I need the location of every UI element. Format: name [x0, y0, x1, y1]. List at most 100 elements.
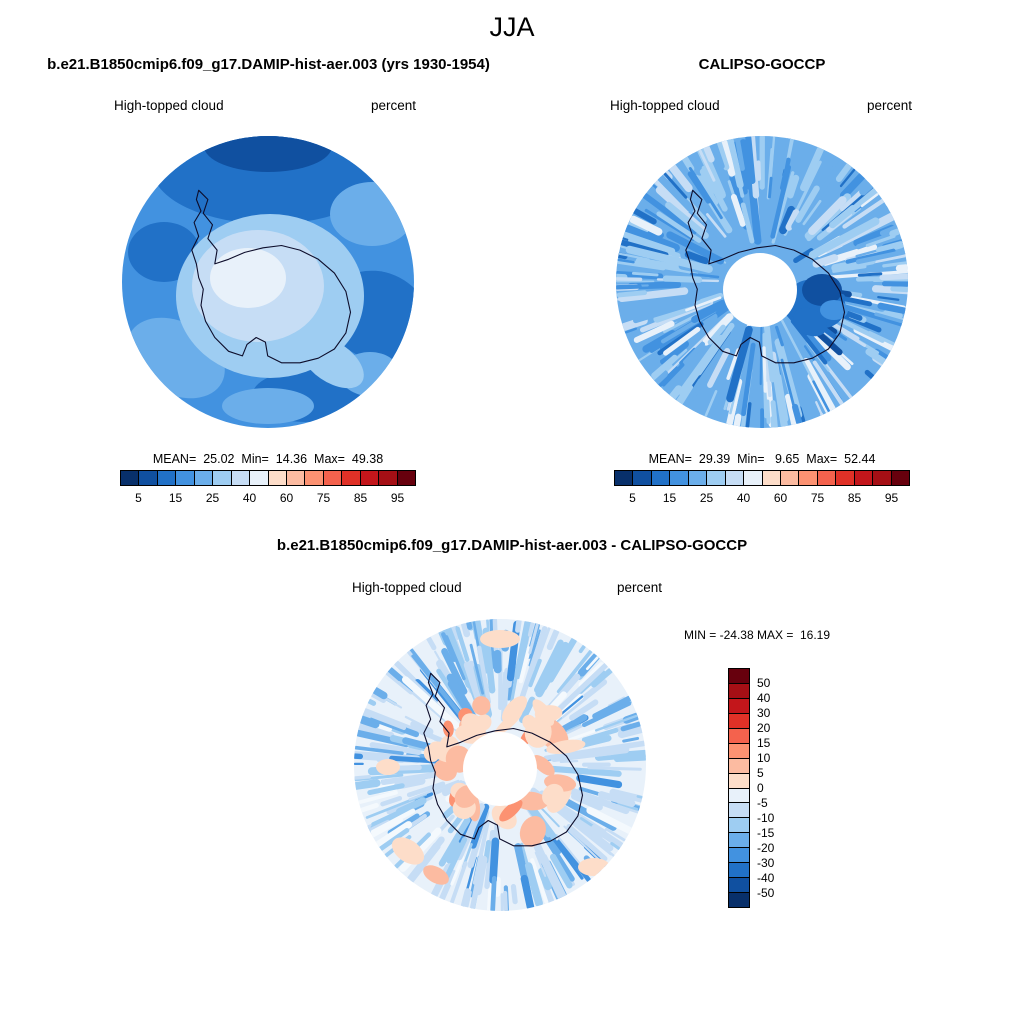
- colorbar-segment: [891, 471, 909, 485]
- model-units-label: percent: [370, 98, 416, 113]
- colorbar-segment: [268, 471, 287, 485]
- colorbar-segment: [139, 471, 158, 485]
- colorbar-tick-label: 75: [316, 491, 331, 505]
- colorbar-segment: [286, 471, 306, 485]
- colorbar-segment: [729, 788, 749, 804]
- colorbar-segment: [342, 471, 361, 485]
- diff-panel-header: b.e21.B1850cmip6.f09_g17.DAMIP-hist-aer.…: [276, 537, 748, 554]
- diff-field-row: High-topped cloud percent: [352, 580, 662, 595]
- colorbar-segment: [397, 471, 415, 485]
- colorbar-segment: [729, 803, 749, 819]
- obs-field-row: High-topped cloud percent: [610, 98, 912, 113]
- colorbar-segment: [194, 471, 214, 485]
- diff-field-label: High-topped cloud: [352, 580, 462, 595]
- obs-stats-line: MEAN= 29.39 Min= 9.65 Max= 52.44: [648, 452, 876, 466]
- diff-colorbar-labels: 50 40 30 20 15 10 5 0 -5 -10 -15 -20 -30 -40 -50: [757, 668, 801, 908]
- colorbar-tick-label: 25: [699, 491, 714, 505]
- obs-panel-header: CALIPSO-GOCCP: [698, 56, 826, 73]
- obs-polar-map: [614, 134, 910, 430]
- colorbar-segment: [688, 471, 708, 485]
- colorbar-tick-label: 50: [757, 676, 771, 690]
- colorbar-segment: [729, 728, 749, 744]
- colorbar-segment: [729, 713, 749, 729]
- model-panel-header: b.e21.B1850cmip6.f09_g17.DAMIP-hist-aer.…: [47, 56, 490, 73]
- colorbar-segment: [744, 471, 763, 485]
- colorbar-segment: [836, 471, 855, 485]
- diff-polar-map: [352, 617, 648, 913]
- model-field-row: High-topped cloud percent: [114, 98, 416, 113]
- colorbar-segment: [729, 698, 749, 714]
- colorbar-segment: [729, 848, 749, 864]
- colorbar-tick-label: -20: [757, 841, 775, 855]
- colorbar-tick-label: 75: [810, 491, 825, 505]
- colorbar-segment: [854, 471, 874, 485]
- colorbar-tick-label: 20: [757, 721, 771, 735]
- model-colorbar: [120, 470, 416, 486]
- colorbar-segment: [615, 471, 634, 485]
- obs-units-label: percent: [866, 98, 912, 113]
- colorbar-segment: [799, 471, 818, 485]
- obs-colorbar-ticks: 5 15 25 40 60 75 85 95: [614, 491, 910, 505]
- colorbar-segment: [729, 669, 749, 684]
- season-title: JJA: [489, 12, 535, 42]
- colorbar-segment: [157, 471, 177, 485]
- colorbar-segment: [729, 773, 749, 789]
- colorbar-segment: [725, 471, 745, 485]
- colorbar-tick-label: 40: [242, 491, 257, 505]
- colorbar-segment: [305, 471, 324, 485]
- colorbar-tick-label: -40: [757, 871, 775, 885]
- colorbar-segment: [670, 471, 689, 485]
- colorbar-tick-label: 5: [757, 766, 764, 780]
- colorbar-tick-label: -5: [757, 796, 768, 810]
- colorbar-segment: [729, 683, 749, 699]
- diff-colorbar: [728, 668, 750, 908]
- colorbar-segment: [250, 471, 269, 485]
- colorbar-segment: [651, 471, 671, 485]
- colorbar-tick-label: 85: [847, 491, 862, 505]
- colorbar-tick-label: 0: [757, 781, 764, 795]
- colorbar-segment: [213, 471, 232, 485]
- colorbar-segment: [323, 471, 343, 485]
- colorbar-tick-label: 15: [662, 491, 677, 505]
- colorbar-tick-label: 85: [353, 491, 368, 505]
- colorbar-tick-label: 60: [279, 491, 294, 505]
- obs-colorbar: [614, 470, 910, 486]
- colorbar-tick-label: -15: [757, 826, 775, 840]
- colorbar-tick-label: 15: [757, 736, 771, 750]
- colorbar-tick-label: 40: [757, 691, 771, 705]
- colorbar-tick-label: 25: [205, 491, 220, 505]
- colorbar-segment: [873, 471, 892, 485]
- colorbar-segment: [379, 471, 398, 485]
- colorbar-segment: [729, 863, 749, 879]
- colorbar-tick-label: 5: [629, 491, 636, 505]
- colorbar-segment: [729, 893, 749, 907]
- colorbar-segment: [729, 878, 749, 894]
- model-field-label: High-topped cloud: [114, 98, 224, 113]
- colorbar-segment: [231, 471, 251, 485]
- colorbar-tick-label: 60: [773, 491, 788, 505]
- colorbar-segment: [633, 471, 652, 485]
- colorbar-segment: [729, 818, 749, 834]
- colorbar-tick-label: 95: [884, 491, 899, 505]
- colorbar-segment: [762, 471, 781, 485]
- model-colorbar-ticks: 5 15 25 40 60 75 85 95: [120, 491, 416, 505]
- colorbar-segment: [817, 471, 837, 485]
- colorbar-segment: [707, 471, 726, 485]
- colorbar-tick-label: -30: [757, 856, 775, 870]
- model-polar-map: [120, 134, 416, 430]
- colorbar-tick-label: -10: [757, 811, 775, 825]
- colorbar-segment: [729, 758, 749, 774]
- colorbar-tick-label: -50: [757, 886, 775, 900]
- colorbar-segment: [780, 471, 800, 485]
- diff-units-label: percent: [616, 580, 662, 595]
- colorbar-tick-label: 5: [135, 491, 142, 505]
- colorbar-tick-label: 30: [757, 706, 771, 720]
- colorbar-segment: [176, 471, 195, 485]
- colorbar-segment: [729, 833, 749, 849]
- model-stats-line: MEAN= 25.02 Min= 14.36 Max= 49.38: [152, 452, 384, 466]
- diff-minmax-line: MIN = -24.38 MAX = 16.19: [683, 628, 831, 642]
- colorbar-tick-label: 15: [168, 491, 183, 505]
- colorbar-segment: [360, 471, 380, 485]
- colorbar-tick-label: 10: [757, 751, 771, 765]
